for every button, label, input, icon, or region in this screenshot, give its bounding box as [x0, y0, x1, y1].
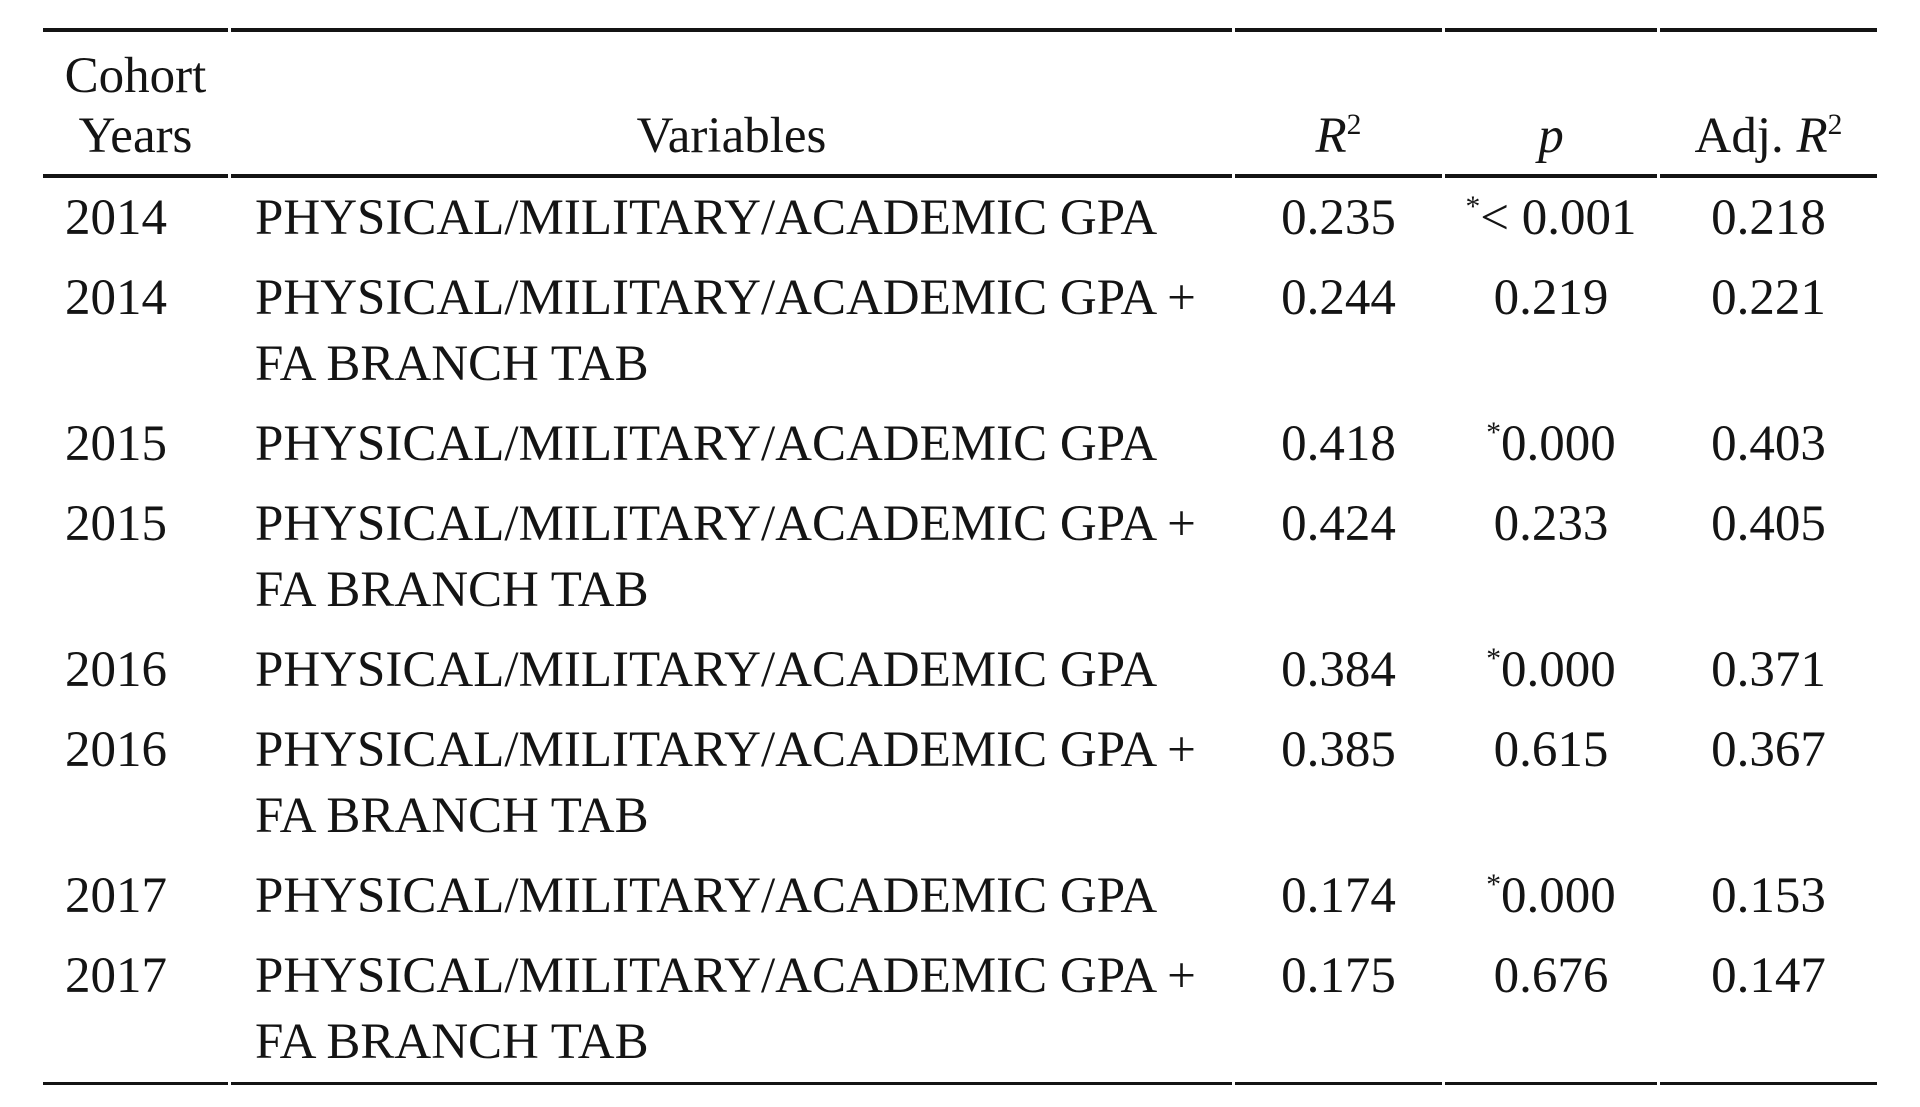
adj-r2-superscript: 2 — [1827, 109, 1843, 141]
r2-superscript: 2 — [1346, 109, 1362, 141]
variables-cell: PHYSICAL/MILITARY/ACADEMIC GPA — [231, 178, 1232, 258]
table-row: 2014 PHYSICAL/MILITARY/ACADEMIC GPA + FA… — [43, 258, 1877, 404]
p-cell: 0.615 — [1445, 710, 1657, 856]
variables-line1: PHYSICAL/MILITARY/ACADEMIC GPA — [255, 868, 1158, 924]
adj-prefix: Adj. — [1694, 108, 1797, 164]
significance-asterisk: * — [1486, 417, 1502, 449]
cohort-header-line2: Years — [78, 108, 193, 164]
column-header-variables: Variables — [231, 28, 1232, 178]
p-value: 0.676 — [1493, 948, 1609, 1004]
r2-cell: 0.384 — [1281, 642, 1396, 698]
column-header-p: p — [1445, 28, 1657, 178]
table-row: 2015 PHYSICAL/MILITARY/ACADEMIC GPA + FA… — [43, 484, 1877, 630]
p-value: 0.000 — [1501, 642, 1616, 698]
adj-r2-cell: 0.221 — [1711, 270, 1826, 326]
cohort-year-cell: 2014 — [65, 270, 167, 326]
r2-cell: 0.418 — [1281, 416, 1396, 472]
adj-r2-cell: 0.371 — [1711, 642, 1826, 698]
p-cell: 0.219 — [1445, 258, 1657, 404]
cohort-year-cell: 2017 — [43, 936, 228, 1085]
adj-r2-cell: 0.218 — [1711, 190, 1826, 246]
variables-line1: PHYSICAL/MILITARY/ACADEMIC GPA + — [255, 722, 1196, 778]
p-cell: *< 0.001 — [1445, 178, 1657, 258]
cohort-year-cell: 2015 — [65, 416, 167, 472]
table-row: 2016 PHYSICAL/MILITARY/ACADEMIC GPA + FA… — [43, 710, 1877, 856]
variables-cell: PHYSICAL/MILITARY/ACADEMIC GPA — [231, 856, 1232, 936]
r2-cell: 0.175 — [1235, 936, 1442, 1085]
significance-asterisk: * — [1486, 643, 1502, 675]
table-row: 2017 PHYSICAL/MILITARY/ACADEMIC GPA + FA… — [43, 936, 1877, 1085]
adj-r2-cell: 0.405 — [1711, 496, 1826, 552]
adj-r2-cell: 0.147 — [1660, 936, 1877, 1085]
p-value: < 0.001 — [1480, 190, 1637, 246]
r2-cell: 0.385 — [1281, 722, 1396, 778]
cohort-year-cell: 2017 — [65, 868, 167, 924]
cohort-year-cell: 2016 — [65, 642, 167, 698]
variables-cell: PHYSICAL/MILITARY/ACADEMIC GPA + FA BRAN… — [231, 258, 1232, 404]
variables-line1: PHYSICAL/MILITARY/ACADEMIC GPA + — [255, 270, 1196, 326]
variables-header-label: Variables — [636, 108, 827, 164]
adj-r2-cell: 0.403 — [1711, 416, 1826, 472]
variables-line2: FA BRANCH TAB — [255, 788, 649, 844]
adj-r2-cell: 0.367 — [1711, 722, 1826, 778]
p-cell: *0.000 — [1445, 404, 1657, 484]
cohort-year-cell: 2015 — [65, 496, 167, 552]
variables-line2: FA BRANCH TAB — [255, 562, 649, 618]
table-row: 2017 PHYSICAL/MILITARY/ACADEMIC GPA 0.17… — [43, 856, 1877, 936]
variables-cell: PHYSICAL/MILITARY/ACADEMIC GPA + FA BRAN… — [231, 484, 1232, 630]
variables-line1: PHYSICAL/MILITARY/ACADEMIC GPA — [255, 642, 1158, 698]
column-header-cohort-years: Cohort Years — [43, 28, 228, 178]
variables-cell: PHYSICAL/MILITARY/ACADEMIC GPA + FA BRAN… — [231, 936, 1232, 1085]
table-row: 2015 PHYSICAL/MILITARY/ACADEMIC GPA 0.41… — [43, 404, 1877, 484]
cohort-header-line1: Cohort — [64, 48, 207, 104]
variables-cell: PHYSICAL/MILITARY/ACADEMIC GPA — [231, 630, 1232, 710]
variables-line2: FA BRANCH TAB — [255, 1014, 649, 1070]
variables-line2: FA BRANCH TAB — [255, 336, 649, 392]
table-row: 2014 PHYSICAL/MILITARY/ACADEMIC GPA 0.23… — [43, 178, 1877, 258]
significance-asterisk: * — [1465, 191, 1481, 223]
variables-line1: PHYSICAL/MILITARY/ACADEMIC GPA — [255, 416, 1158, 472]
variables-cell: PHYSICAL/MILITARY/ACADEMIC GPA — [231, 404, 1232, 484]
variables-line1: PHYSICAL/MILITARY/ACADEMIC GPA + — [255, 948, 1196, 1004]
r2-cell: 0.235 — [1281, 190, 1396, 246]
adj-r-symbol: R — [1796, 108, 1828, 164]
variables-cell: PHYSICAL/MILITARY/ACADEMIC GPA + FA BRAN… — [231, 710, 1232, 856]
p-value: 0.233 — [1493, 496, 1609, 552]
cohort-year-cell: 2016 — [65, 722, 167, 778]
r-symbol: R — [1315, 108, 1347, 164]
r2-cell: 0.424 — [1281, 496, 1396, 552]
variables-line1: PHYSICAL/MILITARY/ACADEMIC GPA — [255, 190, 1158, 246]
results-table: Cohort Years Variables R2 p Adj. R2 2 — [40, 28, 1880, 1085]
significance-asterisk: * — [1486, 869, 1502, 901]
p-cell: 0.676 — [1445, 936, 1657, 1085]
p-value: 0.219 — [1493, 270, 1609, 326]
r2-cell: 0.174 — [1281, 868, 1396, 924]
column-header-r2: R2 — [1235, 28, 1442, 178]
column-header-adj-r2: Adj. R2 — [1660, 28, 1877, 178]
cohort-year-cell: 2014 — [65, 190, 167, 246]
variables-line1: PHYSICAL/MILITARY/ACADEMIC GPA + — [255, 496, 1196, 552]
p-value: 0.615 — [1493, 722, 1609, 778]
table-row: 2016 PHYSICAL/MILITARY/ACADEMIC GPA 0.38… — [43, 630, 1877, 710]
header-row: Cohort Years Variables R2 p Adj. R2 — [43, 28, 1877, 178]
adj-r2-cell: 0.153 — [1711, 868, 1826, 924]
p-value: 0.000 — [1501, 416, 1616, 472]
p-cell: 0.233 — [1445, 484, 1657, 630]
r2-cell: 0.244 — [1281, 270, 1396, 326]
p-cell: *0.000 — [1445, 856, 1657, 936]
p-symbol: p — [1538, 108, 1564, 164]
p-value: 0.000 — [1501, 868, 1616, 924]
p-cell: *0.000 — [1445, 630, 1657, 710]
